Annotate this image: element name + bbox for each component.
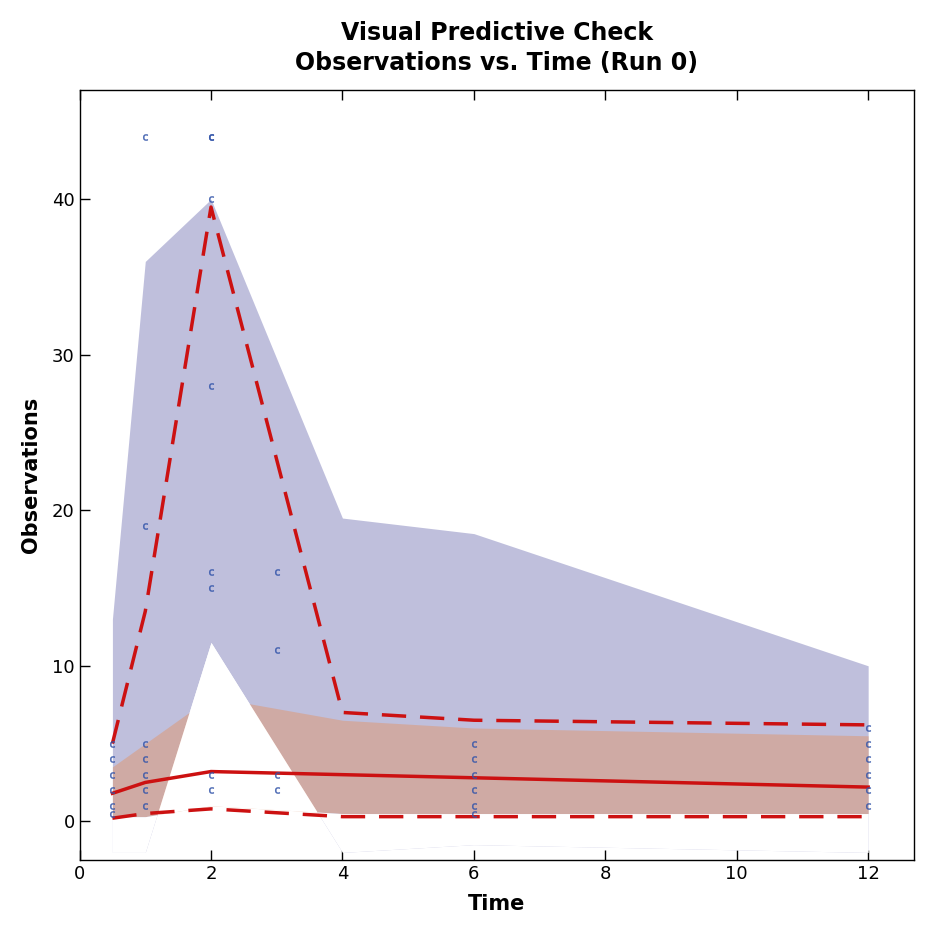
Point (204, 783, 219, 798)
Point (137, 752, 152, 767)
Point (204, 192, 219, 207)
Point (861, 798, 876, 813)
Title: Visual Predictive Check
Observations vs. Time (Run 0): Visual Predictive Check Observations vs.… (295, 21, 698, 75)
Point (861, 721, 876, 736)
Point (204, 581, 219, 596)
Point (467, 783, 482, 798)
Point (467, 798, 482, 813)
Point (204, 565, 219, 580)
Point (105, 752, 120, 767)
Point (269, 565, 284, 580)
Point (137, 768, 152, 783)
Point (105, 736, 120, 751)
Point (137, 783, 152, 798)
Point (861, 752, 876, 767)
Point (204, 379, 219, 394)
Point (137, 736, 152, 751)
Point (137, 798, 152, 813)
Point (467, 768, 482, 783)
Point (269, 783, 284, 798)
Point (861, 736, 876, 751)
Point (861, 768, 876, 783)
Point (105, 783, 120, 798)
Point (269, 642, 284, 657)
Point (269, 768, 284, 783)
Y-axis label: Observations: Observations (21, 397, 41, 554)
Point (137, 518, 152, 533)
Point (467, 806, 482, 821)
Point (105, 798, 120, 813)
Point (467, 736, 482, 751)
Point (861, 783, 876, 798)
Point (204, 130, 219, 145)
Point (105, 768, 120, 783)
Point (105, 806, 120, 821)
Point (204, 768, 219, 783)
Point (137, 130, 152, 145)
Point (467, 752, 482, 767)
X-axis label: Time: Time (468, 894, 525, 914)
Point (204, 130, 219, 145)
